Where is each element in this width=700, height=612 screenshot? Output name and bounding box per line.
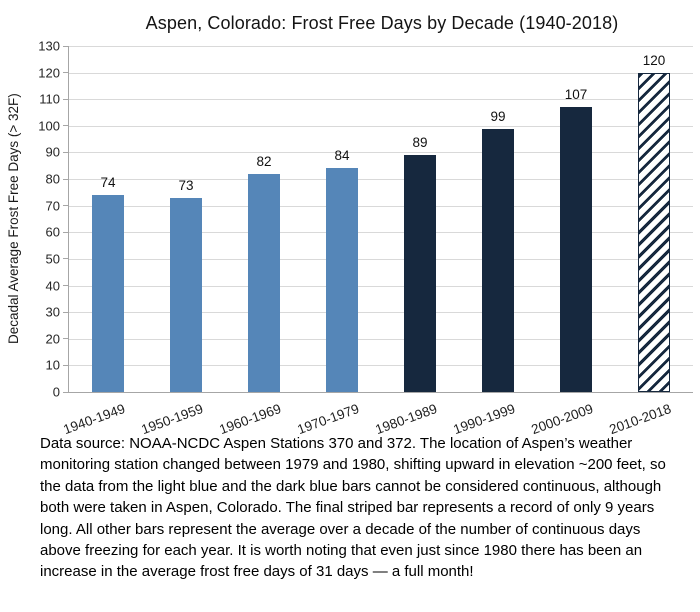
gridline bbox=[69, 152, 693, 154]
y-tick-mark bbox=[63, 285, 69, 287]
y-tick-label: 70 bbox=[45, 198, 60, 214]
y-tick-mark bbox=[63, 98, 69, 100]
bar bbox=[326, 168, 358, 392]
y-tick-label: 30 bbox=[45, 304, 60, 320]
y-tick-mark bbox=[63, 311, 69, 313]
bar bbox=[638, 72, 670, 392]
bar bbox=[170, 197, 202, 392]
chart-title: Aspen, Colorado: Frost Free Days by Deca… bbox=[145, 13, 619, 33]
bar bbox=[482, 128, 514, 392]
bar bbox=[404, 155, 436, 392]
y-tick-label: 80 bbox=[45, 171, 60, 187]
y-tick-mark bbox=[63, 391, 69, 393]
y-tick-mark bbox=[63, 205, 69, 207]
bar-value-label: 74 bbox=[100, 175, 116, 191]
y-tick-label: 60 bbox=[45, 224, 60, 240]
gridline bbox=[69, 285, 693, 287]
y-tick-mark bbox=[63, 364, 69, 366]
gridline bbox=[69, 312, 693, 314]
gridline bbox=[69, 232, 693, 234]
bar-value-label: 120 bbox=[642, 52, 666, 68]
y-tick-label: 50 bbox=[45, 251, 60, 267]
bar bbox=[560, 107, 592, 392]
y-tick-mark bbox=[63, 151, 69, 153]
y-tick-mark bbox=[63, 178, 69, 180]
y-tick-label: 120 bbox=[38, 65, 60, 81]
y-tick-label: 0 bbox=[52, 384, 60, 400]
gridline bbox=[69, 258, 693, 260]
bar-value-label: 89 bbox=[412, 135, 428, 151]
x-tick-label: 2010-2018 bbox=[607, 401, 674, 438]
gridline bbox=[69, 46, 693, 47]
gridline bbox=[69, 99, 693, 101]
y-tick-label: 130 bbox=[38, 38, 60, 54]
y-tick-label: 40 bbox=[45, 278, 60, 294]
y-tick-mark bbox=[63, 231, 69, 233]
x-tick-label: 1990-1999 bbox=[451, 401, 518, 438]
gridline bbox=[69, 205, 693, 207]
bar bbox=[248, 173, 280, 392]
bar-value-label: 99 bbox=[490, 108, 506, 124]
y-tick-label: 90 bbox=[45, 144, 60, 160]
y-tick-mark bbox=[63, 72, 69, 74]
y-tick-mark bbox=[63, 125, 69, 127]
x-tick-label: 2000-2009 bbox=[529, 401, 596, 438]
caption-text: Data source: NOAA-NCDC Aspen Stations 37… bbox=[40, 435, 666, 581]
x-tick-label: 1950-1959 bbox=[139, 401, 206, 438]
bar-value-label: 82 bbox=[256, 153, 272, 169]
bar bbox=[92, 195, 124, 392]
gridline bbox=[69, 72, 693, 74]
y-axis-title: Decadal Average Frost Free Days (> 32F) bbox=[6, 93, 21, 345]
y-tick-label: 20 bbox=[45, 331, 60, 347]
gridline bbox=[69, 125, 693, 127]
x-tick-label: 1960-1969 bbox=[217, 401, 284, 438]
plot-area: 0 10 20 30 40 50 60 70 80 90 100 110 120 130 74 1940-19… bbox=[38, 39, 693, 437]
y-tick-mark bbox=[63, 45, 69, 47]
gridline bbox=[69, 338, 693, 340]
y-tick-mark bbox=[63, 258, 69, 260]
bar-value-label: 107 bbox=[564, 87, 588, 103]
bar-value-label: 73 bbox=[178, 177, 194, 193]
x-tick-label: 1940-1949 bbox=[61, 401, 128, 438]
y-tick-label: 110 bbox=[39, 91, 60, 107]
x-tick-label: 1980-1989 bbox=[373, 401, 440, 438]
y-tick-label: 100 bbox=[38, 118, 60, 134]
gridline bbox=[69, 365, 693, 367]
y-tick-label: 10 bbox=[45, 357, 60, 373]
y-tick-mark bbox=[63, 338, 69, 340]
x-tick-label: 1970-1979 bbox=[295, 401, 362, 438]
bar-value-label: 84 bbox=[334, 148, 350, 164]
gridline bbox=[69, 179, 693, 181]
